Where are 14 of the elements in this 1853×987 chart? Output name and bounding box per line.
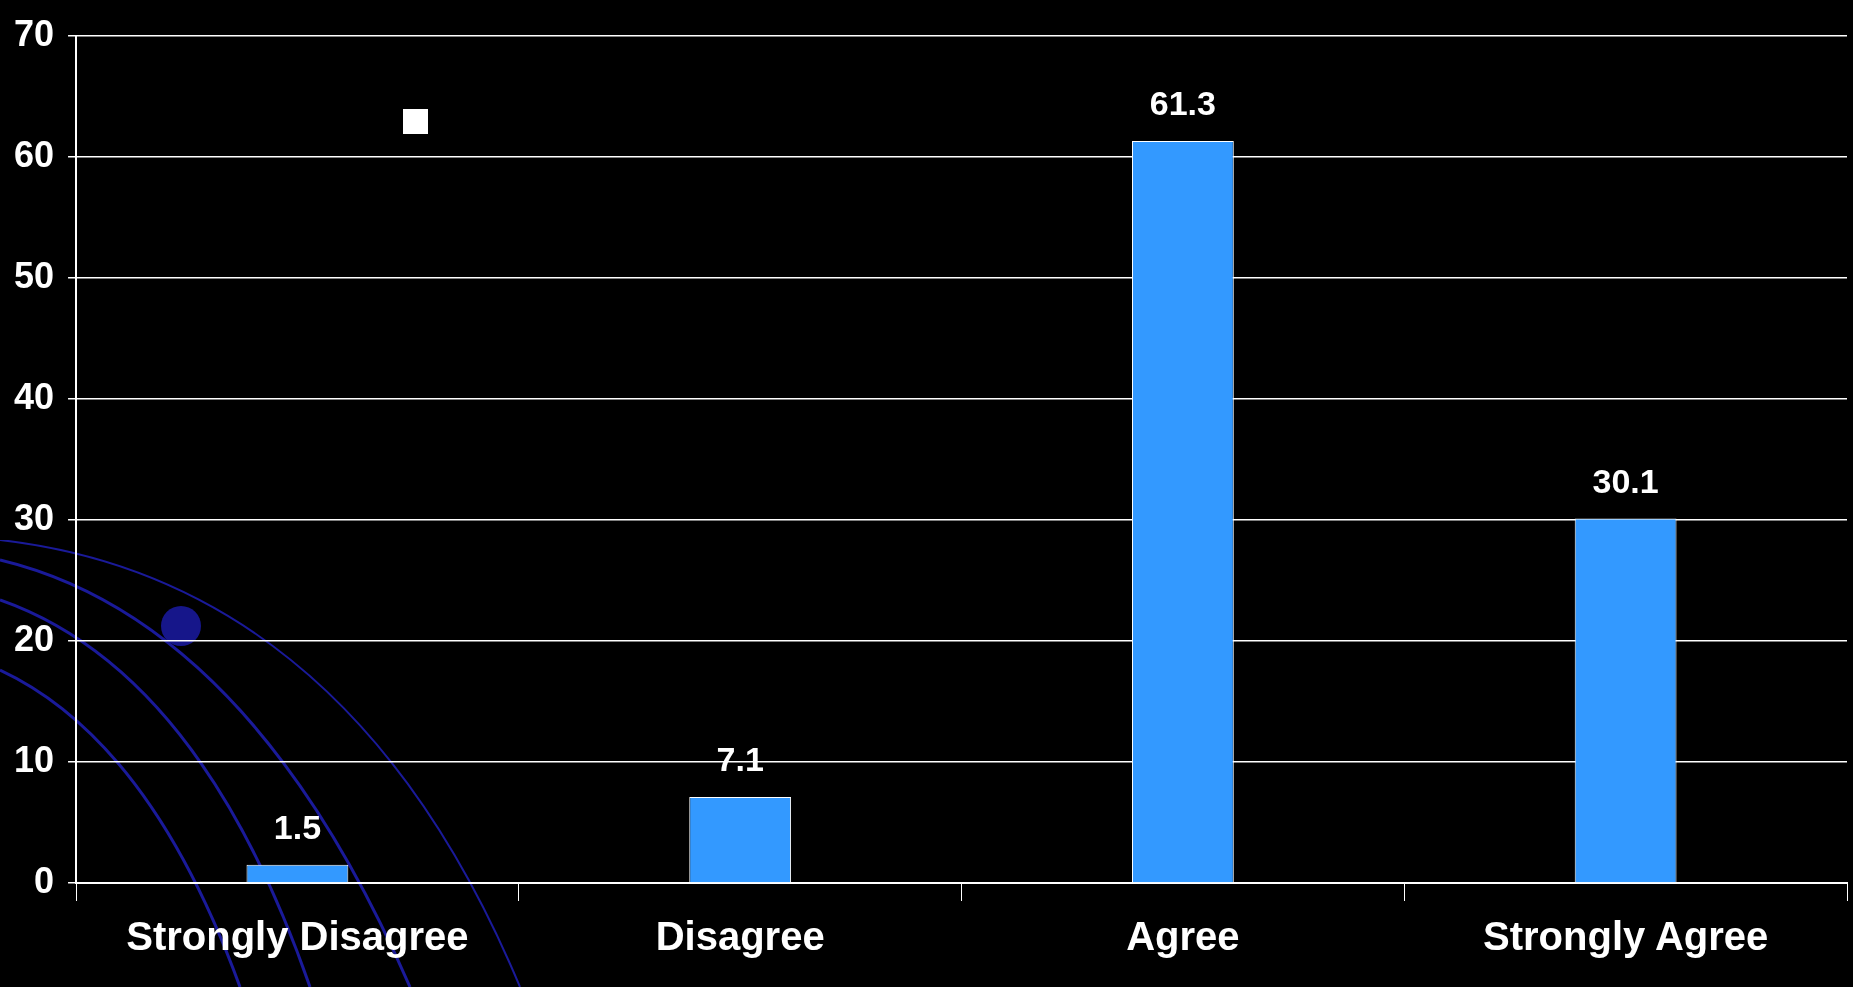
y-tick-label: 60	[14, 133, 55, 175]
x-tick-label: Agree	[1126, 914, 1240, 959]
x-tick-label: Disagree	[655, 914, 825, 959]
x-tick-label: Strongly Agree	[1483, 914, 1769, 959]
y-tick-label: 70	[14, 12, 55, 54]
data-label: 61.3	[1149, 84, 1216, 123]
y-tick-label: 50	[14, 254, 55, 296]
y-tick-label: 10	[14, 738, 55, 780]
y-tick-label: 20	[14, 617, 55, 659]
y-tick-label: 30	[14, 496, 55, 538]
y-tick-label: 0	[34, 859, 55, 901]
data-label: 30.1	[1592, 461, 1659, 500]
y-tick-label: 40	[14, 375, 55, 417]
data-label: 1.5	[273, 808, 322, 847]
